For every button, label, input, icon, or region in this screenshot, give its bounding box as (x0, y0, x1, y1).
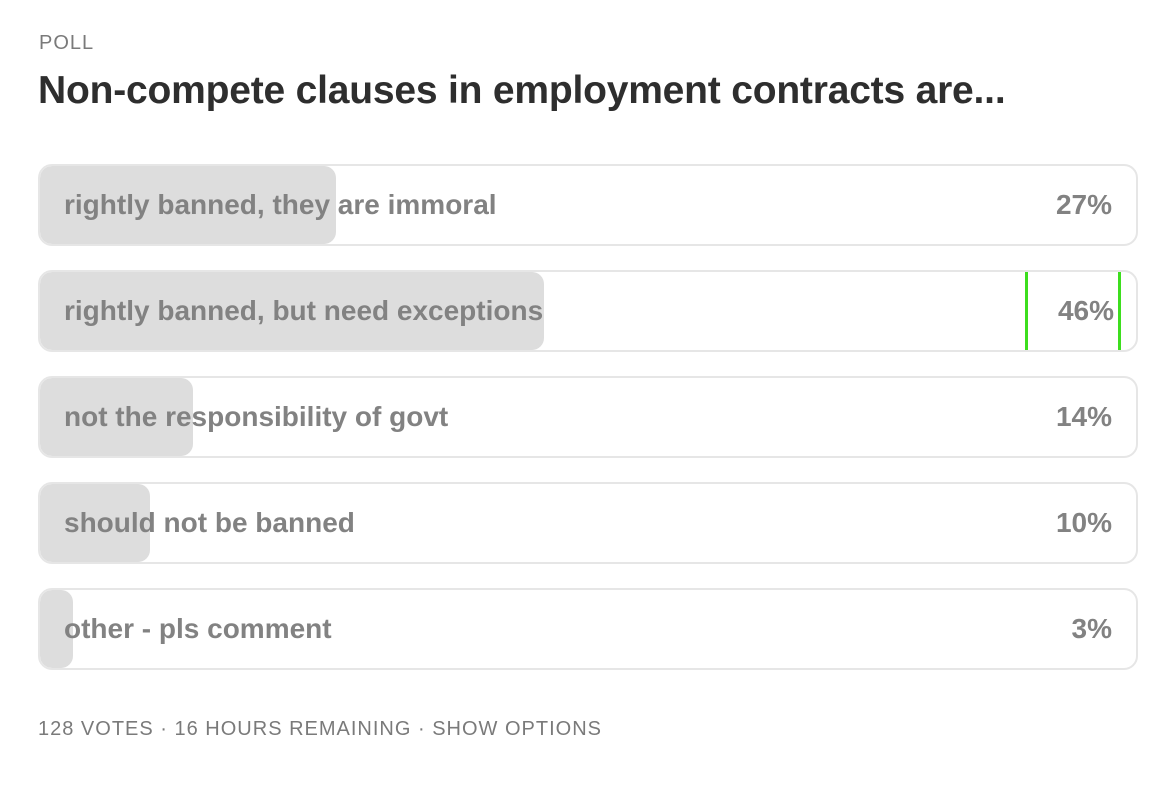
time-remaining: 16 HOURS REMAINING (174, 718, 412, 740)
poll-option-text: rightly banned, they are immoral (64, 189, 497, 220)
poll-option[interactable]: not the responsibility of govt 14% (38, 376, 1138, 458)
poll-option-fill (40, 378, 194, 456)
poll-option-text: rightly banned, but need exceptions (64, 295, 544, 326)
poll-option-text: should not be banned (64, 507, 355, 538)
poll-card: POLL Non-compete clauses in employment c… (38, 32, 1138, 741)
poll-option-fill (40, 166, 336, 244)
poll-option-percent: 46% (1024, 272, 1122, 350)
poll-option[interactable]: should not be banned 10% (38, 482, 1138, 564)
poll-option-text: other - pls comment (64, 613, 332, 644)
poll-option-fill (40, 484, 150, 562)
poll-option-fill (40, 590, 73, 668)
poll-option-percent: 3% (1071, 613, 1112, 644)
poll-option-percent: 14% (1055, 401, 1112, 432)
poll-option[interactable]: rightly banned, but need exceptions 46% (38, 270, 1138, 352)
poll-option-percent: 27% (1055, 189, 1112, 220)
vote-count: 128 VOTES (38, 718, 154, 740)
poll-options: rightly banned, they are immoral 27% rig… (38, 164, 1138, 670)
poll-option-percent: 10% (1055, 507, 1112, 538)
poll-question: Non-compete clauses in employment contra… (38, 69, 1006, 112)
show-options-link[interactable]: SHOW OPTIONS (432, 718, 603, 740)
poll-option-text: not the responsibility of govt (64, 401, 449, 432)
footer-separator: · (411, 718, 433, 740)
poll-label: POLL (39, 32, 95, 54)
footer-separator: · (153, 718, 175, 740)
poll-footer: 128 VOTES · 16 HOURS REMAINING · SHOW OP… (38, 718, 1138, 741)
poll-option[interactable]: other - pls comment 3% (38, 588, 1138, 670)
poll-option[interactable]: rightly banned, they are immoral 27% (38, 164, 1138, 246)
poll-option-fill (40, 272, 545, 350)
